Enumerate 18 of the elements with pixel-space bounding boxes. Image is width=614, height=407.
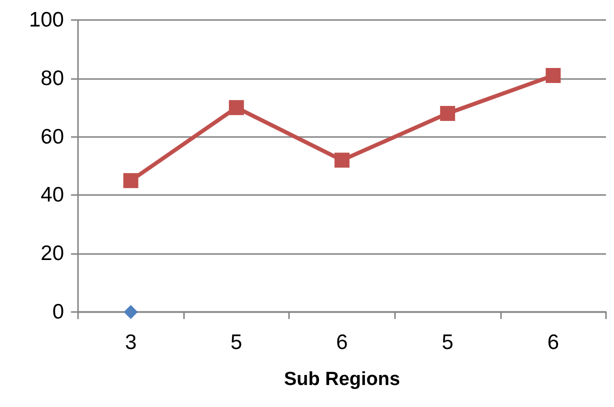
y-tick-label: 80 — [40, 66, 64, 90]
y-tick-label: 100 — [28, 8, 64, 32]
x-tick-label: 5 — [230, 331, 242, 354]
y-tick-label: 0 — [52, 300, 64, 324]
point — [124, 305, 138, 319]
x-tick-label: 6 — [547, 331, 560, 354]
x-tick-label: 6 — [336, 331, 348, 354]
x-tick-label: 5 — [442, 331, 454, 354]
point — [440, 106, 456, 121]
y-tick-label: 20 — [40, 242, 64, 266]
x-axis-title: Sub Regions — [284, 369, 400, 390]
point — [334, 152, 350, 168]
y-tick-label: 40 — [40, 184, 64, 207]
x-tick-label: 3 — [124, 331, 137, 354]
point — [546, 68, 561, 83]
point — [123, 173, 138, 188]
y-tick-label: 60 — [40, 125, 64, 148]
point — [228, 100, 244, 116]
